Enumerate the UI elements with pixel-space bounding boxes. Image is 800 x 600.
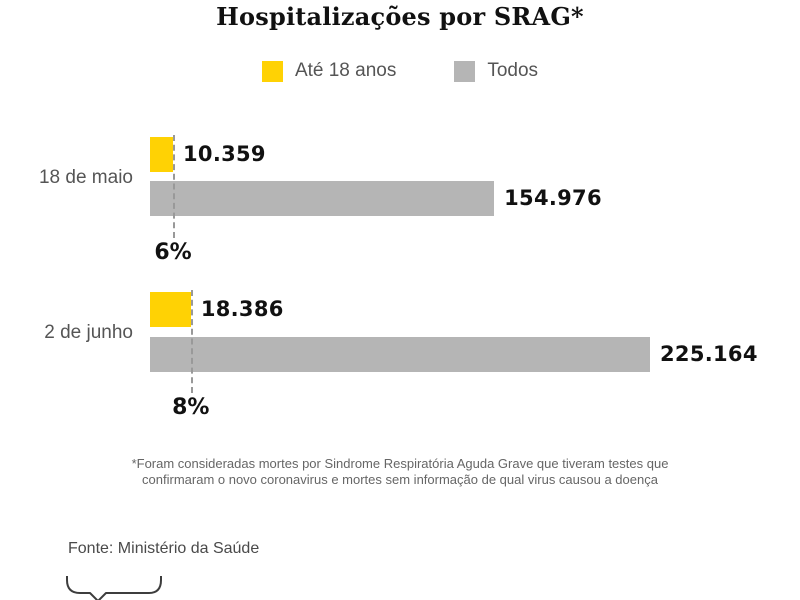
- category-label-18-de-maio: 18 de maio: [38, 167, 133, 188]
- value-label-yellow-2-de-junho: 18.386: [200, 297, 284, 321]
- percent-annotation-2-de-junho: 8%: [172, 395, 210, 420]
- chart-title: Hospitalizações por SRAG*: [216, 2, 584, 31]
- bar-yellow-18-de-maio: [150, 137, 173, 172]
- source-credit: Fonte: Ministério da Saúde: [68, 540, 260, 557]
- percent-annotation-18-de-maio: 6%: [154, 240, 192, 265]
- value-label-gray-2-de-junho: 225.164: [660, 342, 758, 366]
- legend-label: Todos: [487, 60, 539, 81]
- legend-label: Até 18 anos: [294, 60, 397, 81]
- chart-legend: Até 18 anos Todos: [0, 60, 800, 82]
- value-label-yellow-18-de-maio: 10.359: [183, 142, 266, 166]
- legend-item-ate-18-anos: Até 18 anos: [261, 60, 397, 82]
- footnote-line-1: *Foram consideradas mortes por Sindrome …: [131, 456, 669, 471]
- category-label-2-de-junho: 2 de junho: [44, 322, 133, 343]
- footnote: *Foram consideradas mortes por Sindrome …: [0, 456, 800, 487]
- speech-bubble-logo-icon: [60, 576, 170, 600]
- footnote-line-2: confirmaram o novo coronavirus e mortes …: [142, 471, 658, 487]
- legend-item-todos: Todos: [454, 60, 538, 82]
- dashed-guide-line-2-de-junho: [190, 290, 193, 393]
- bar-gray-18-de-maio: [150, 181, 495, 216]
- bar-yellow-2-de-junho: [150, 292, 191, 327]
- dashed-guide-line-18-de-maio: [173, 135, 175, 238]
- legend-swatch-gray: [454, 60, 476, 82]
- legend-swatch-yellow: [261, 60, 283, 82]
- value-label-gray-18-de-maio: 154.976: [504, 186, 602, 210]
- bar-gray-2-de-junho: [150, 337, 650, 372]
